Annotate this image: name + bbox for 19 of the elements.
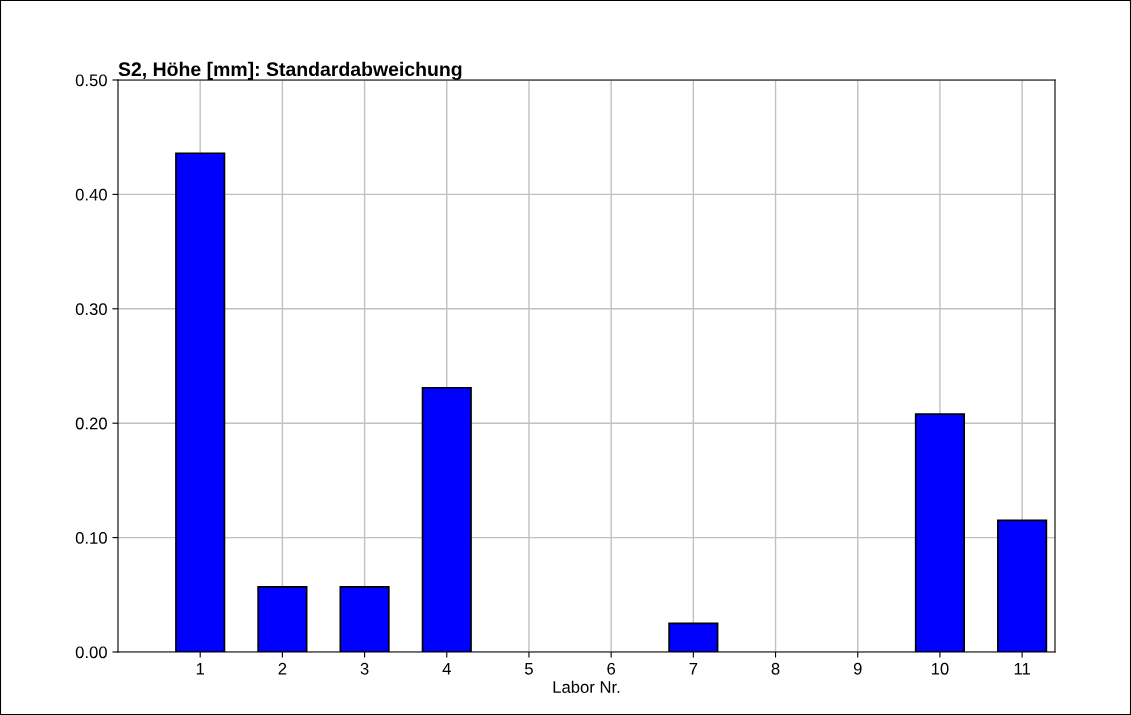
y-tick-label: 0.30 (75, 303, 107, 315)
x-tick-label: 3 (360, 662, 369, 675)
chart-title: S2, Höhe [mm]: Standardabweichung (118, 61, 462, 80)
x-tick-label: 2 (278, 662, 287, 675)
y-tick-label: 0.40 (75, 188, 107, 201)
x-tick-label: 11 (1014, 663, 1030, 675)
x-tick-label: 4 (442, 663, 451, 675)
x-tick-label: 7 (689, 663, 698, 675)
x-tick-label: 6 (607, 662, 616, 675)
y-tick-label: 0.00 (75, 646, 107, 659)
y-tick-label: 0.20 (75, 417, 107, 430)
y-tick-label: 0.50 (75, 74, 107, 87)
x-tick-label: 1 (196, 663, 205, 675)
y-tick-label: 0.10 (75, 532, 107, 544)
x-tick-label: 10 (931, 662, 949, 675)
x-tick-label: 9 (853, 662, 862, 675)
x-axis-title: Labor Nr. (553, 680, 620, 693)
x-tick-label: 8 (771, 662, 780, 675)
x-tick-label: 5 (525, 663, 533, 675)
